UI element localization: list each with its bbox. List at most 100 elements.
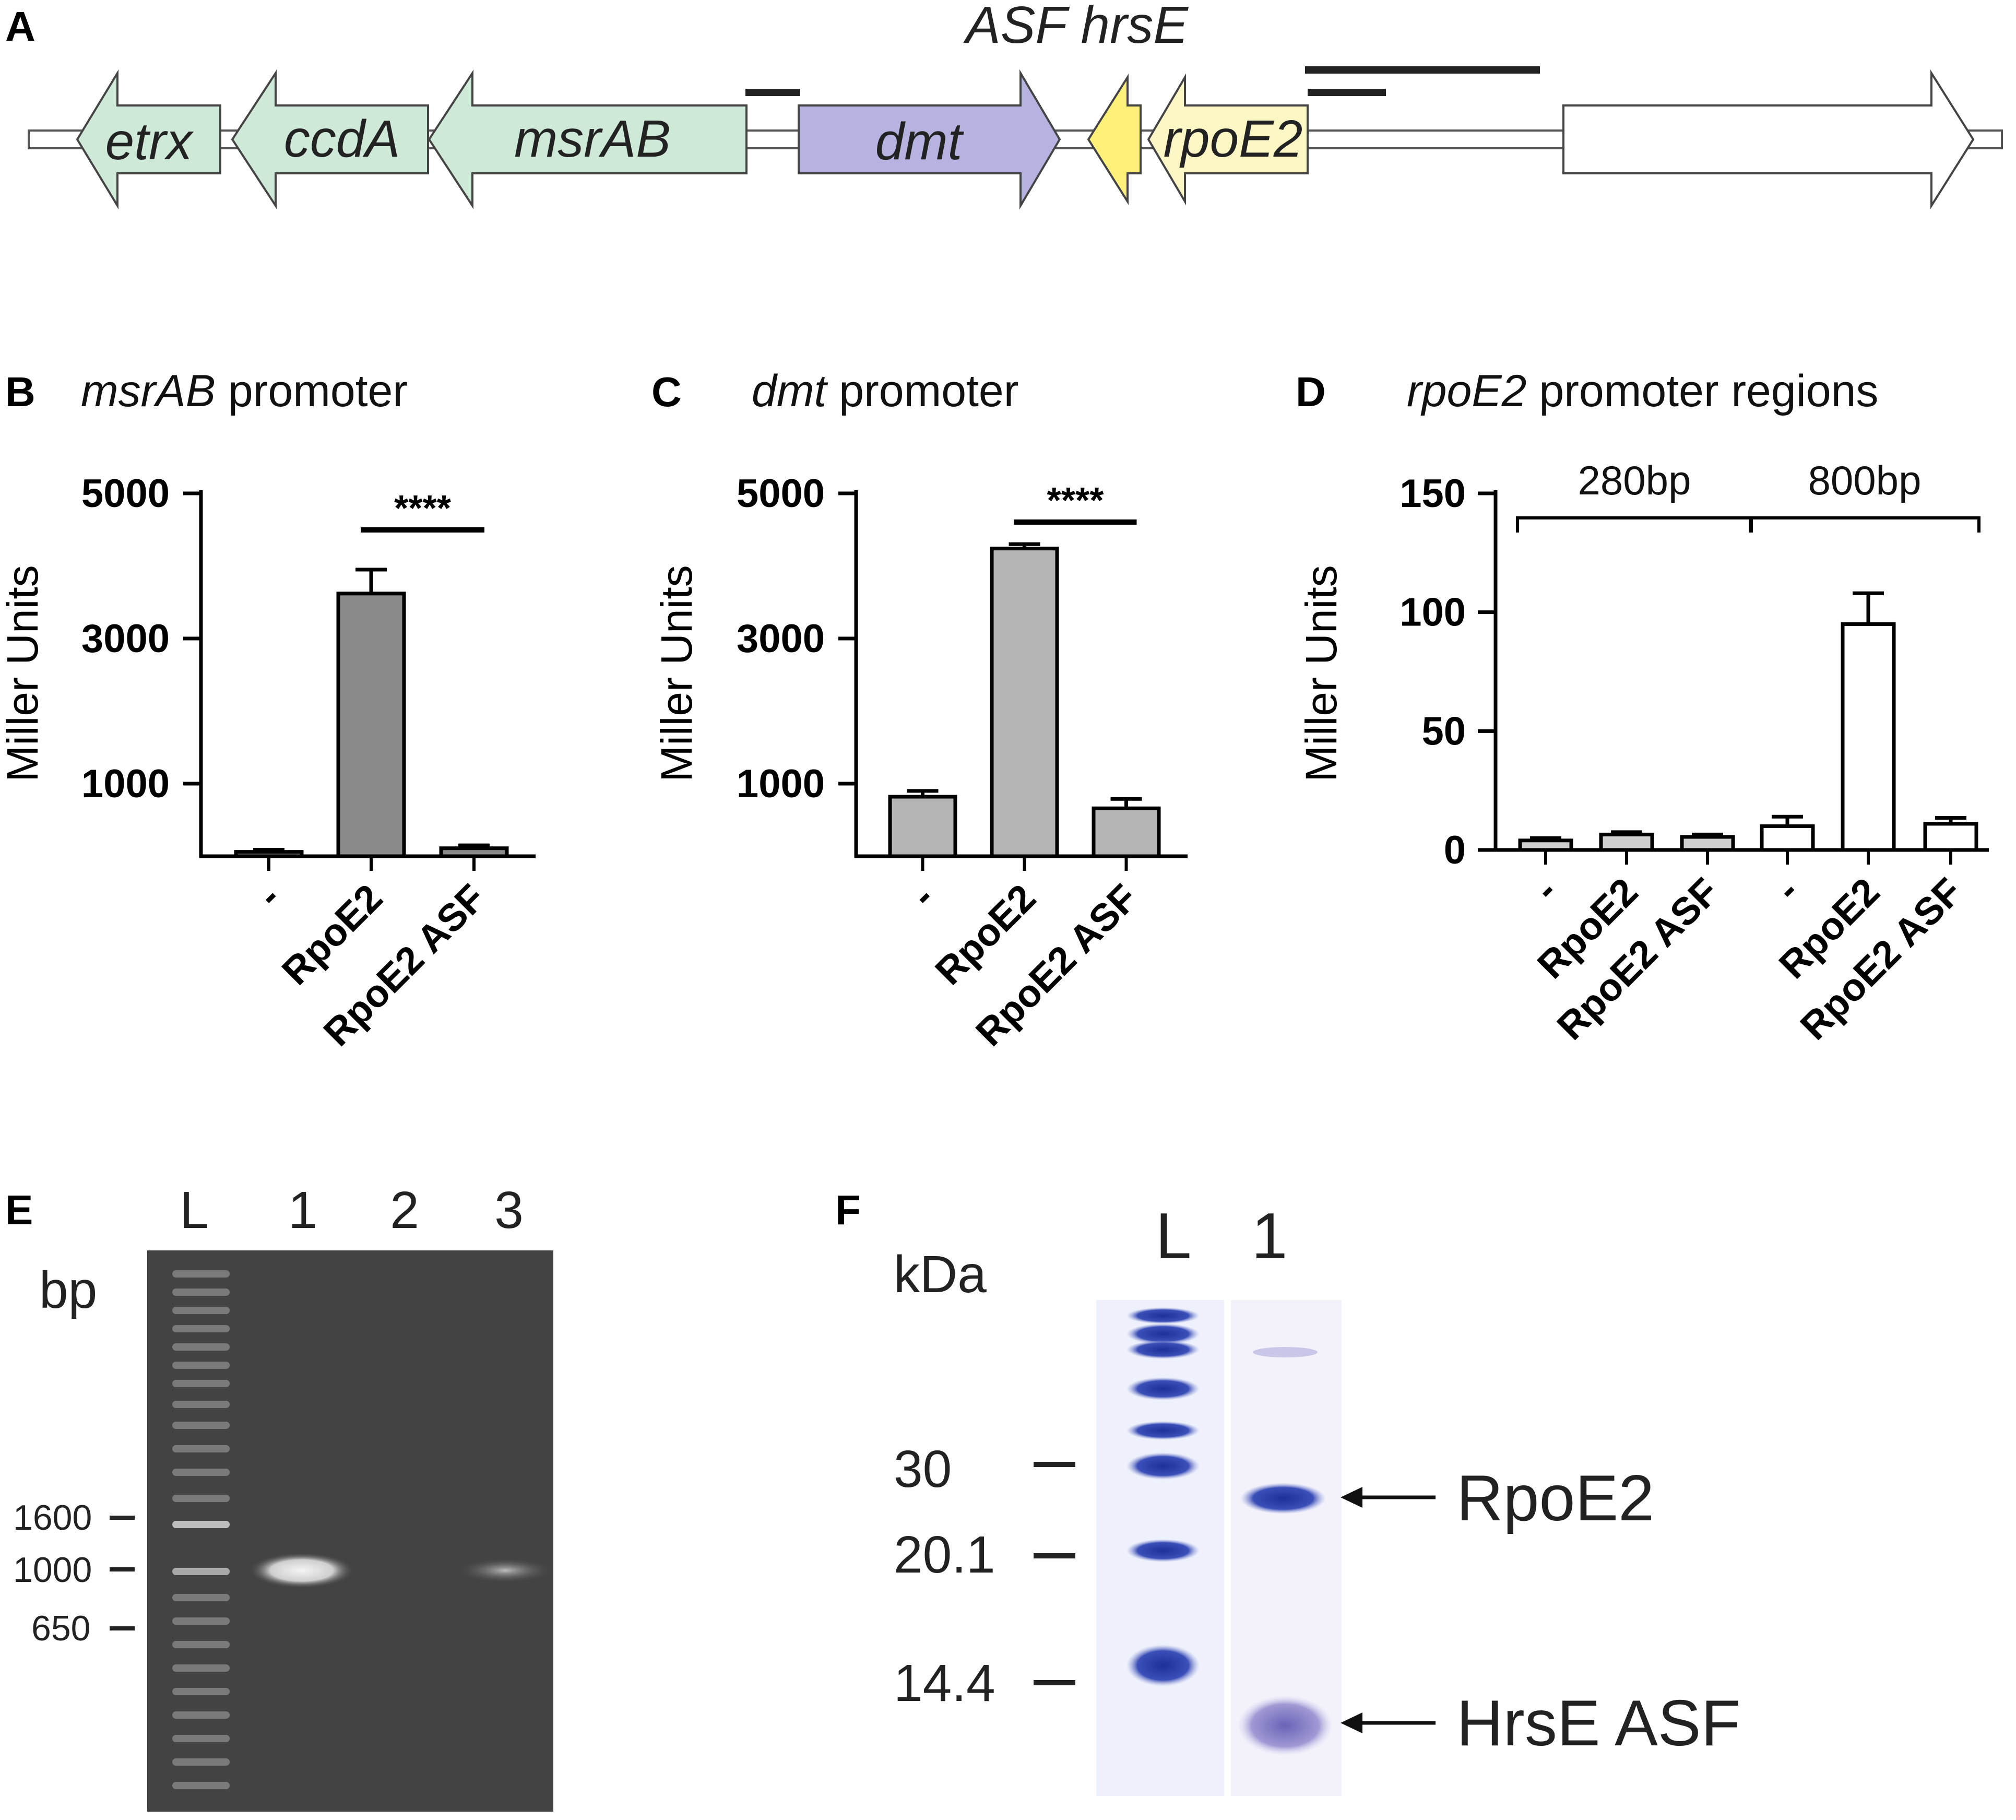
- panel-b: B msrAB promoter Miller Units 1000 3000 500…: [0, 366, 536, 1054]
- sds-ladder-band: [1126, 1340, 1200, 1359]
- chart-c-y-tick-label: 5000: [737, 471, 825, 516]
- chart-c-bar: [1092, 806, 1161, 858]
- blot-marker-20-1: 20.1: [894, 1526, 995, 1584]
- gel-marker-1000-tick: [110, 1567, 135, 1571]
- gene-unlabeled-arrow: [1562, 69, 1975, 209]
- gel-ladder-band: [172, 1270, 230, 1278]
- panel-f: F L 1 kDa 30 20.1 14.4 RpoE2 HrsE ASF: [835, 1187, 1740, 1796]
- gel-ladder-band: [172, 1343, 230, 1351]
- gel-marker-650-tick: [110, 1626, 135, 1630]
- chart-b-bar: [439, 846, 509, 858]
- blot-marker-30-tick: [1034, 1462, 1075, 1467]
- gel-ladder-band: [172, 1401, 230, 1408]
- chart-d-y-axis-label: Miller Units: [1297, 565, 1346, 782]
- chart-d-category-label: -: [1525, 870, 1565, 909]
- panel-b-title-gene: msrAB: [81, 366, 216, 416]
- gel-marker-1000: 1000: [13, 1550, 92, 1590]
- chart-d-y-tick-label: 0: [1444, 828, 1466, 872]
- gel-unit-label: bp: [39, 1261, 97, 1319]
- chart-c-significance-label: ****: [1047, 480, 1105, 521]
- panel-d: D rpoE2 promoter regions Miller Units 0 50…: [1296, 366, 1989, 1048]
- panel-c: C dmt promoter Miller Units 1000 3000 5000 -…: [651, 366, 1188, 1054]
- chart-b-bar: [234, 850, 304, 858]
- fragment-bar-short-left: [745, 89, 800, 96]
- gel-lane-label-l: L: [180, 1181, 209, 1239]
- panel-d-title-rest: promoter regions: [1527, 366, 1879, 416]
- panel-c-title-gene: dmt: [752, 366, 828, 416]
- panel-c-title-rest: promoter: [826, 366, 1018, 416]
- gel-ladder-band: [172, 1422, 230, 1429]
- gel-ladder-band: [172, 1445, 230, 1452]
- panel-c-title: dmt promoter: [752, 366, 1018, 416]
- chart-d-y-tick-label: 100: [1400, 590, 1466, 635]
- chart-b-y-tick-label: 3000: [81, 617, 170, 661]
- gel-ladder-lane: [172, 1270, 230, 1789]
- arrow-rpoe2-head: [1341, 1487, 1362, 1508]
- asf-hrse-title: ASF hrsE: [963, 0, 1189, 54]
- chart-c-y-tick-label: 3000: [737, 617, 825, 661]
- chart-d-bar: [1760, 824, 1815, 852]
- panel-d-title: rpoE2 promoter regions: [1407, 366, 1878, 416]
- gel-ladder-band: [172, 1758, 230, 1766]
- sds-ladder-band: [1126, 1307, 1200, 1324]
- chart-b-bar: [336, 592, 406, 858]
- sds-ladder-band: [1126, 1645, 1200, 1686]
- blot-lane-label-l: L: [1156, 1200, 1192, 1272]
- agarose-gel-image: [147, 1250, 553, 1812]
- blot-label-hrse-asf: HrsE ASF: [1456, 1687, 1740, 1759]
- gene-ccda-label: ccdA: [284, 110, 400, 168]
- gel-ladder-band: [172, 1711, 230, 1719]
- gel-ladder-band: [172, 1688, 230, 1695]
- blot-band-faint: [1253, 1347, 1318, 1357]
- chart-d-group-bracket: [1516, 516, 1753, 533]
- chart-b-y-tick-label: 1000: [81, 762, 170, 806]
- chart-c-bar: [990, 547, 1059, 858]
- blot-marker-20-1-tick: [1034, 1553, 1075, 1558]
- gel-marker-1600-tick: [110, 1516, 135, 1520]
- panel-b-label: B: [5, 369, 35, 415]
- blot-label-rpoe2: RpoE2: [1456, 1462, 1654, 1534]
- panel-c-label: C: [651, 369, 682, 415]
- gene-etrx-arrow: [76, 69, 221, 210]
- panel-e: E L 1 2 3 bp 1600 1000 650: [5, 1181, 553, 1812]
- panel-e-label: E: [5, 1187, 33, 1233]
- gene-rpoe2-arrow: [1147, 73, 1309, 206]
- panel-b-title: msrAB promoter: [81, 366, 408, 416]
- chart-d-bar: [1599, 832, 1654, 852]
- chart-b-category-label: -: [248, 876, 288, 916]
- arrow-hrse-head: [1341, 1712, 1362, 1733]
- sds-ladder-band: [1126, 1452, 1200, 1480]
- gel-ladder-band: [172, 1307, 230, 1314]
- panel-d-label: D: [1296, 369, 1326, 415]
- chart-d-category-label: -: [1767, 870, 1807, 909]
- sds-ladder-band: [1126, 1421, 1200, 1440]
- blot-marker-14-4-tick: [1034, 1680, 1075, 1685]
- gel-lane-label-1: 1: [288, 1181, 317, 1239]
- gene-etrx-label: etrx: [105, 112, 194, 171]
- chart-d-y-tick-label: 50: [1421, 709, 1466, 753]
- gel-ladder-band: [172, 1568, 230, 1575]
- chart-d-bar: [1680, 835, 1735, 852]
- panel-f-label: F: [835, 1187, 861, 1233]
- gel-band-lane-3: [458, 1558, 552, 1583]
- gel-ladder-band: [172, 1362, 230, 1369]
- gel-ladder-band: [172, 1641, 230, 1648]
- panel-a-label: A: [5, 3, 35, 50]
- gene-msrab-arrow: [428, 69, 748, 209]
- gene-dmt-label: dmt: [875, 112, 965, 171]
- panel-d-title-gene: rpoE2: [1407, 366, 1527, 416]
- blot-unit-label: kDa: [894, 1245, 987, 1304]
- gene-hrse-arrow: [1087, 74, 1142, 205]
- gel-marker-650: 650: [31, 1609, 90, 1648]
- blot-band-rpoe2: [1240, 1483, 1326, 1514]
- blot-marker-14-4: 14.4: [894, 1654, 995, 1712]
- gel-ladder-band: [172, 1469, 230, 1476]
- sds-ladder-lane: [1126, 1307, 1200, 1686]
- chart-d-bar: [1841, 622, 1896, 852]
- blot-lane-label-1: 1: [1252, 1200, 1288, 1272]
- gene-rpoe2-label: rpoE2: [1164, 110, 1303, 168]
